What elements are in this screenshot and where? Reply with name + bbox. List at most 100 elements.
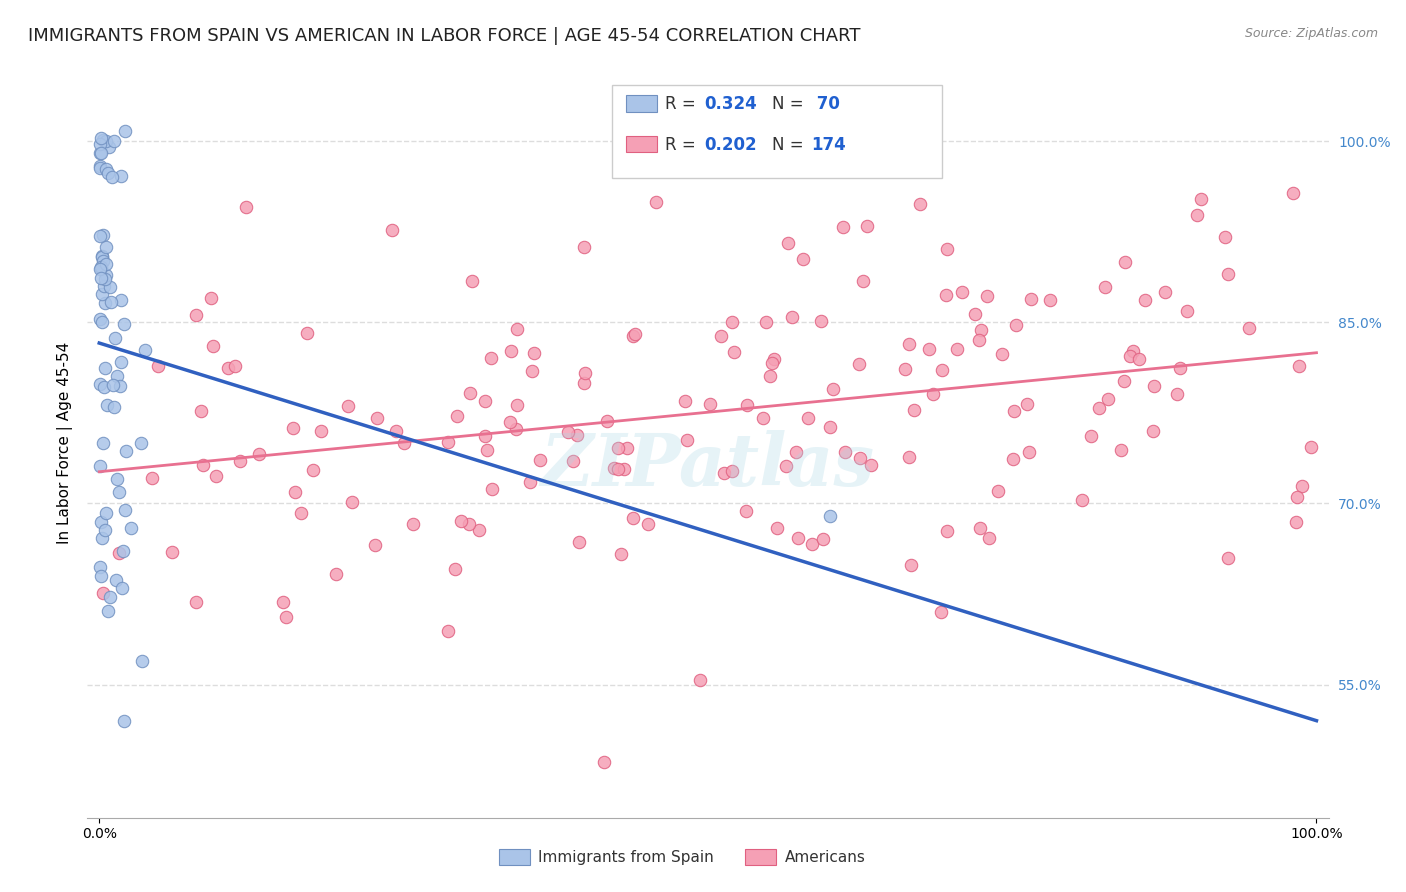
Point bbox=[96, 268, 118, 283]
Point bbox=[818, 508, 841, 523]
Point bbox=[561, 454, 583, 468]
Point bbox=[474, 394, 496, 409]
Point bbox=[735, 398, 758, 412]
Text: Source: ZipAtlas.com: Source: ZipAtlas.com bbox=[1244, 27, 1378, 40]
Point bbox=[94, 240, 117, 254]
Point bbox=[479, 351, 502, 365]
Point bbox=[381, 222, 404, 236]
Point bbox=[1218, 268, 1240, 282]
Text: Immigrants from Spain: Immigrants from Spain bbox=[538, 850, 714, 864]
Point bbox=[621, 510, 644, 524]
Point bbox=[481, 482, 503, 496]
Point bbox=[792, 252, 814, 266]
Point bbox=[89, 228, 111, 243]
Point bbox=[787, 531, 810, 545]
Point bbox=[1118, 349, 1140, 363]
Point bbox=[89, 376, 111, 391]
Point bbox=[450, 514, 472, 528]
Point bbox=[281, 421, 304, 435]
Point bbox=[91, 532, 114, 546]
Point bbox=[810, 314, 832, 328]
Point bbox=[90, 315, 112, 329]
Point bbox=[1175, 303, 1198, 318]
Point bbox=[1154, 285, 1177, 300]
Point bbox=[903, 403, 925, 417]
Point bbox=[107, 485, 129, 500]
Point bbox=[755, 315, 778, 329]
Point bbox=[160, 544, 183, 558]
Point bbox=[699, 397, 721, 411]
Point bbox=[131, 654, 153, 668]
Text: 0.324: 0.324 bbox=[704, 95, 758, 113]
Point bbox=[979, 531, 1001, 545]
Point bbox=[247, 447, 270, 461]
Point bbox=[1097, 392, 1119, 407]
Point bbox=[100, 294, 122, 309]
Point bbox=[1109, 442, 1132, 457]
Point bbox=[93, 271, 115, 285]
Point bbox=[1143, 379, 1166, 393]
Point bbox=[89, 137, 111, 152]
Point bbox=[762, 110, 785, 124]
Point bbox=[785, 445, 807, 459]
Point bbox=[103, 134, 125, 148]
Point bbox=[735, 504, 758, 518]
Point bbox=[229, 454, 252, 468]
Point bbox=[89, 160, 111, 174]
Point bbox=[505, 422, 527, 436]
Point bbox=[498, 415, 520, 429]
Point bbox=[931, 363, 953, 377]
Point bbox=[1080, 428, 1102, 442]
Point bbox=[90, 250, 112, 264]
Point bbox=[91, 254, 114, 268]
Point bbox=[1070, 492, 1092, 507]
Point bbox=[1185, 208, 1208, 222]
Point bbox=[337, 399, 360, 413]
Point bbox=[565, 428, 588, 442]
Point bbox=[1237, 321, 1260, 335]
Point bbox=[461, 274, 484, 288]
Point bbox=[860, 458, 883, 472]
Point bbox=[105, 368, 128, 383]
Point bbox=[970, 323, 993, 337]
Point bbox=[967, 334, 990, 348]
Point bbox=[506, 322, 529, 336]
Point bbox=[574, 367, 596, 381]
Point bbox=[290, 506, 312, 520]
Point bbox=[751, 410, 773, 425]
Point bbox=[114, 503, 136, 517]
Point bbox=[987, 484, 1010, 499]
Point bbox=[607, 442, 630, 456]
Point bbox=[366, 411, 388, 425]
Point bbox=[900, 558, 922, 572]
Point bbox=[713, 467, 735, 481]
Point bbox=[921, 387, 943, 401]
Point bbox=[89, 458, 111, 473]
Point bbox=[311, 424, 333, 438]
Point bbox=[572, 240, 595, 254]
Text: 0.202: 0.202 bbox=[704, 136, 756, 153]
Point bbox=[93, 361, 115, 376]
Point bbox=[90, 569, 112, 583]
Point bbox=[1018, 444, 1040, 458]
Point bbox=[1218, 551, 1240, 566]
Text: R =: R = bbox=[665, 136, 702, 153]
Point bbox=[1128, 351, 1150, 366]
Point bbox=[103, 400, 125, 414]
Point bbox=[723, 345, 745, 359]
Point bbox=[603, 460, 626, 475]
Point bbox=[820, 420, 842, 434]
Point bbox=[721, 464, 744, 478]
Point bbox=[284, 484, 307, 499]
Point bbox=[910, 197, 932, 211]
Point bbox=[101, 170, 124, 185]
Point bbox=[1285, 515, 1308, 529]
Point bbox=[274, 609, 297, 624]
Point bbox=[94, 257, 117, 271]
Point bbox=[797, 410, 820, 425]
Point bbox=[1168, 360, 1191, 375]
Point bbox=[848, 357, 870, 371]
Point bbox=[1005, 318, 1028, 332]
Point bbox=[111, 581, 134, 595]
Point bbox=[325, 567, 347, 582]
